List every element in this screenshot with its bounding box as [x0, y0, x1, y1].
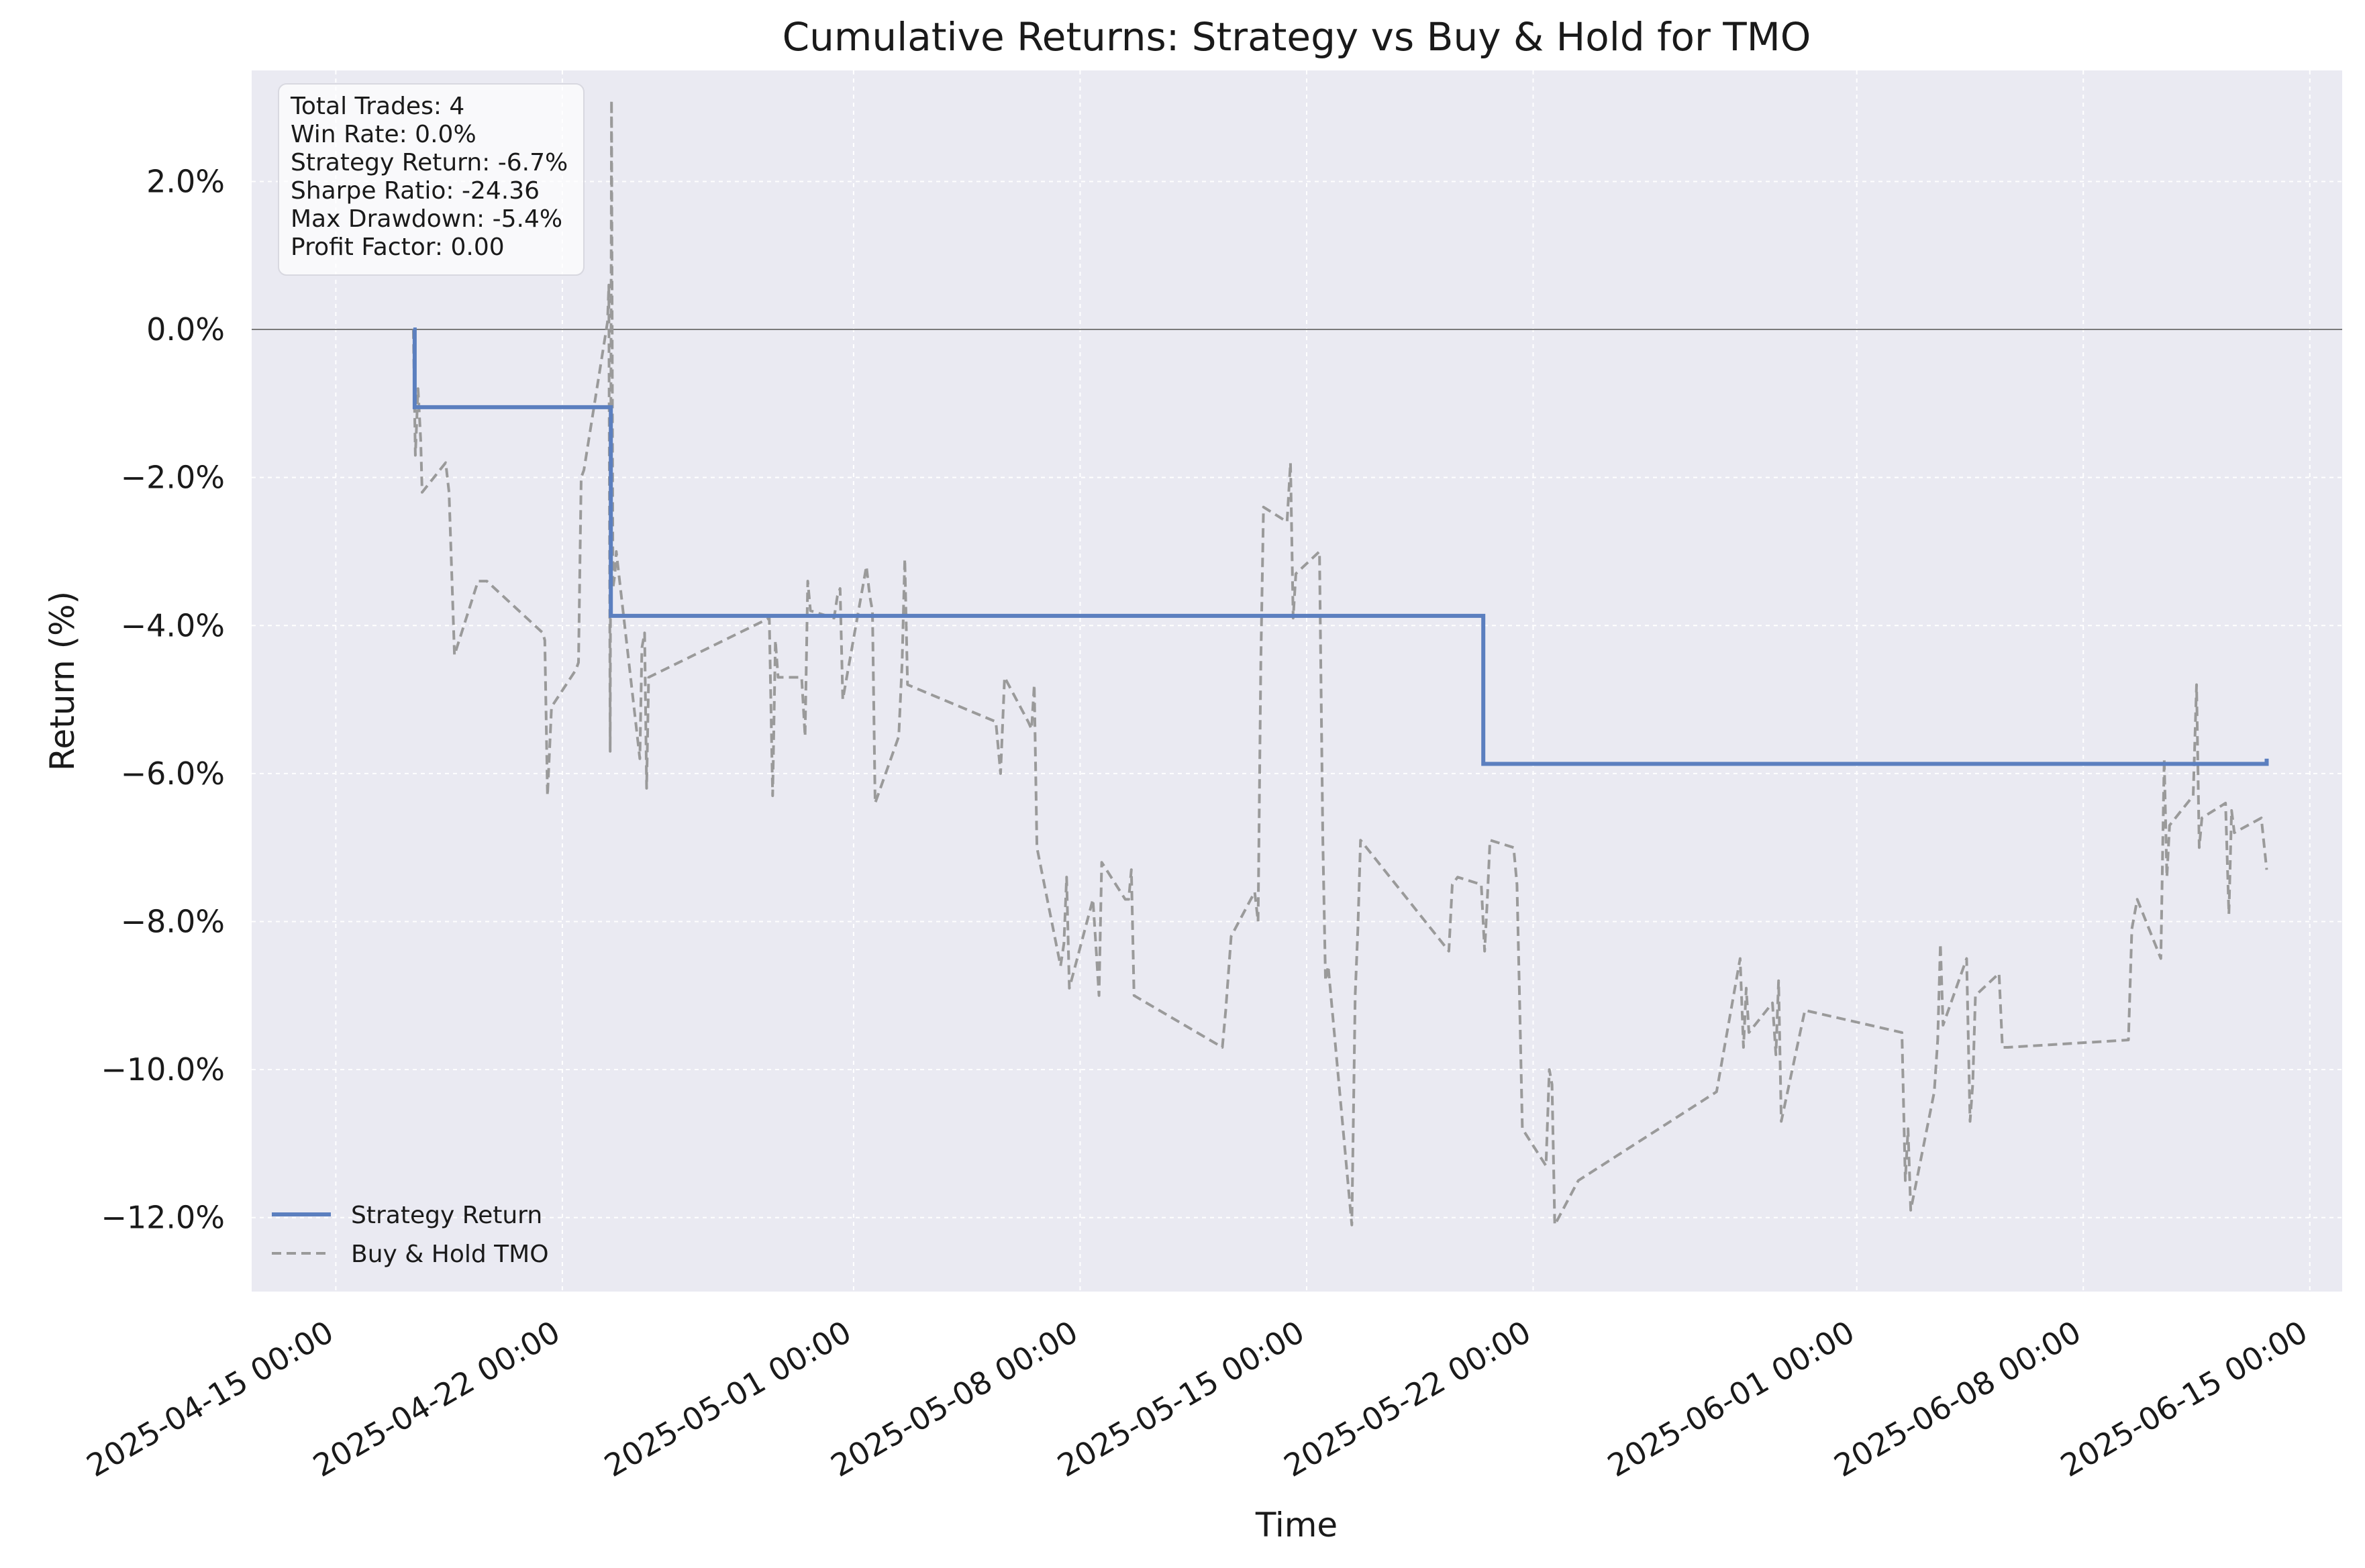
x-axis-label: Time [1255, 1506, 1338, 1545]
y-tick-label: 0.0% [146, 311, 225, 348]
legend-label-strategy: Strategy Return [351, 1202, 542, 1229]
y-tick-label: −12.0% [101, 1200, 225, 1236]
y-tick-label: −4.0% [121, 607, 225, 643]
stats-profit-factor: Profit Factor: 0.00 [291, 233, 505, 261]
y-axis-label: Return (%) [43, 591, 82, 771]
stats-box-background [278, 83, 585, 276]
x-tick-label: 2025-06-08 00:00 [1828, 1314, 2087, 1484]
y-tick-label: −8.0% [121, 903, 225, 939]
y-tick-label: −6.0% [121, 755, 225, 792]
series-layer [411, 99, 2269, 1226]
plot-background [252, 70, 2342, 1292]
stats-total-trades: Total Trades: 4 [290, 93, 464, 120]
legend-label-buy-hold: Buy & Hold TMO [351, 1241, 549, 1268]
legend: Strategy Return Buy & Hold TMO [272, 1202, 549, 1268]
chart-title: Cumulative Returns: Strategy vs Buy & Ho… [783, 14, 1811, 60]
stats-strategy-return: Strategy Return: -6.7% [291, 149, 568, 176]
series-line-strategy-return [412, 327, 2269, 766]
y-tick-labels: −12.0% −10.0% −8.0% −6.0% −4.0% −2.0% 0.0% 2.0% [101, 163, 225, 1235]
stats-max-drawdown: Max Drawdown: -5.4% [291, 205, 562, 233]
x-tick-label: 2025-06-01 00:00 [1601, 1314, 1860, 1484]
stats-sharpe-ratio: Sharpe Ratio: -24.36 [291, 177, 540, 205]
gridlines [252, 70, 2342, 1292]
x-tick-label: 2025-06-15 00:00 [2054, 1314, 2313, 1484]
x-tick-label: 2025-04-22 00:00 [307, 1314, 566, 1484]
y-tick-label: −10.0% [101, 1051, 225, 1088]
stats-box: Total Trades: 4 Win Rate: 0.0% Strategy … [278, 83, 585, 276]
y-tick-label: −2.0% [121, 460, 225, 496]
x-tick-label: 2025-05-15 00:00 [1051, 1314, 1310, 1484]
series-line-buy-hold [411, 99, 2268, 1226]
x-tick-label: 2025-05-22 00:00 [1278, 1314, 1537, 1484]
x-tick-label: 2025-05-01 00:00 [598, 1314, 857, 1484]
x-tick-label: 2025-05-08 00:00 [825, 1314, 1084, 1484]
stats-win-rate: Win Rate: 0.0% [291, 121, 476, 148]
x-tick-label: 2025-04-15 00:00 [81, 1314, 340, 1484]
y-tick-label: 2.0% [146, 163, 225, 199]
